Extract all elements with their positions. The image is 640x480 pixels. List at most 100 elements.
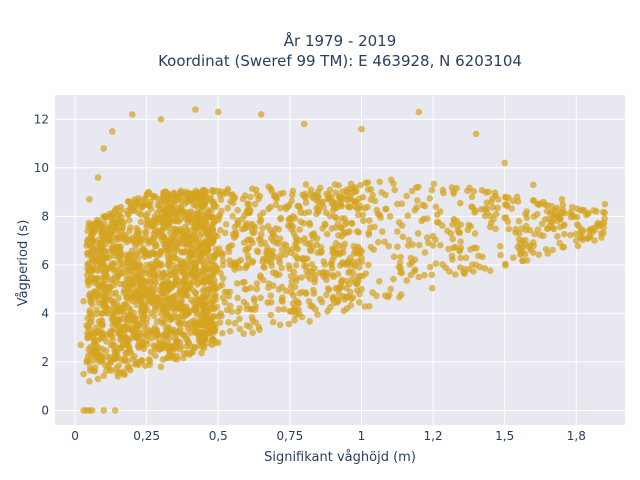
data-point [176, 268, 184, 275]
data-point [379, 228, 386, 235]
data-point [225, 293, 232, 300]
data-point [210, 187, 218, 195]
data-point [177, 301, 185, 309]
data-point [163, 275, 171, 282]
data-point [119, 368, 127, 376]
data-point [212, 246, 220, 253]
data-point [210, 271, 217, 279]
data-point [600, 224, 607, 231]
data-point [387, 176, 395, 184]
data-point [98, 310, 106, 317]
x-tick-label: 0,25 [133, 429, 160, 443]
data-point [421, 249, 429, 256]
data-point [264, 223, 272, 230]
data-point [96, 358, 103, 366]
data-point [146, 284, 153, 291]
data-point [574, 242, 582, 250]
data-point [439, 222, 446, 229]
data-point [153, 334, 160, 341]
data-point [154, 201, 161, 209]
data-point [170, 268, 177, 276]
data-point [269, 318, 277, 326]
data-point [84, 261, 91, 268]
data-point [172, 237, 179, 244]
data-point [165, 247, 172, 254]
data-point [320, 268, 328, 276]
data-point [102, 347, 110, 355]
data-point [204, 340, 212, 347]
data-point [106, 329, 113, 336]
data-point [373, 206, 381, 214]
data-point [135, 195, 142, 202]
data-point [80, 298, 87, 305]
data-point [192, 106, 199, 113]
data-point [168, 326, 176, 334]
data-point [314, 311, 321, 318]
data-point [83, 242, 90, 249]
data-point [173, 338, 180, 346]
data-point [345, 280, 353, 288]
data-point [159, 356, 167, 363]
data-point [332, 199, 339, 207]
data-point [302, 262, 310, 270]
data-point [101, 302, 109, 309]
data-point [317, 249, 325, 256]
data-point [126, 279, 133, 287]
data-point [207, 194, 214, 202]
data-point [219, 329, 226, 337]
data-point [573, 205, 581, 212]
data-point [185, 260, 192, 268]
data-point [140, 323, 148, 330]
data-point [212, 263, 220, 271]
data-point [86, 196, 93, 203]
data-point [327, 304, 334, 311]
data-point [143, 337, 150, 345]
data-point [296, 226, 304, 233]
data-point [323, 276, 330, 284]
data-point [472, 130, 480, 138]
data-point [125, 304, 133, 312]
data-point [291, 215, 299, 222]
data-point [114, 227, 122, 234]
data-point [205, 277, 212, 285]
data-point [241, 285, 249, 293]
data-point [509, 197, 517, 205]
data-point [164, 190, 171, 197]
data-point [181, 248, 189, 256]
data-point [213, 303, 221, 311]
data-point [325, 286, 333, 294]
data-point [230, 234, 238, 241]
data-point [325, 195, 333, 203]
data-point [456, 247, 464, 255]
data-point [237, 256, 245, 264]
data-point [497, 251, 504, 259]
data-point [344, 229, 351, 236]
data-point [181, 275, 188, 282]
data-point [113, 349, 121, 357]
data-point [321, 220, 329, 228]
data-point [85, 277, 92, 285]
data-point [468, 193, 476, 201]
data-point [239, 279, 247, 286]
data-point [278, 246, 286, 253]
data-point [469, 203, 476, 211]
data-point [83, 322, 90, 329]
data-point [436, 208, 444, 215]
data-point [132, 286, 140, 294]
data-point [244, 209, 252, 217]
data-point [394, 243, 401, 251]
data-point [483, 199, 491, 206]
data-point [456, 199, 464, 207]
data-point [390, 253, 398, 260]
data-point [343, 188, 351, 196]
data-point [277, 215, 284, 223]
data-point [103, 338, 110, 345]
data-point [349, 275, 356, 283]
data-point [101, 294, 108, 302]
data-point [288, 289, 295, 296]
data-point [219, 275, 227, 282]
data-point [260, 276, 267, 284]
data-point [356, 299, 363, 306]
data-point [275, 306, 282, 313]
data-point [267, 311, 275, 319]
